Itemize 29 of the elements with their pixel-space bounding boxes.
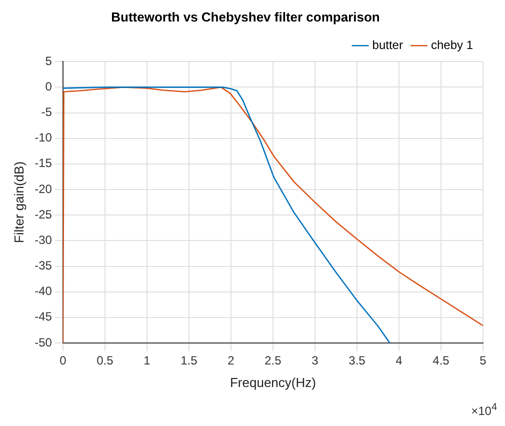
legend-label: cheby 1 xyxy=(430,38,474,52)
x-tick-label: 2.5 xyxy=(264,354,282,368)
x-axis-title: Frequency(Hz) xyxy=(230,374,316,390)
x-tick-label: 4 xyxy=(396,354,403,368)
x-tick-label: 0.5 xyxy=(96,354,114,368)
y-tick-label: -45 xyxy=(34,310,52,324)
y-tick-label: -20 xyxy=(34,182,52,196)
x-tick-label: 3 xyxy=(312,354,319,368)
y-tick-label: -40 xyxy=(34,284,52,298)
y-tick-label: 0 xyxy=(45,79,52,94)
x-tick-label: 1 xyxy=(144,354,151,368)
x-tick-label: 0 xyxy=(60,354,67,368)
y-tick-label: -10 xyxy=(34,130,52,145)
text: ×10$^{4}$ xyxy=(471,402,497,418)
legend-label: butter xyxy=(372,38,403,52)
y-tick-label: -15 xyxy=(34,156,52,170)
x-tick-label: 3.5 xyxy=(348,354,366,368)
x-tick-label: 5 xyxy=(480,354,487,368)
x-tick-label: 2 xyxy=(228,354,235,368)
y-tick-label: -25 xyxy=(34,207,52,222)
y-tick-label: 5 xyxy=(45,54,52,68)
x-tick-label: 1.5 xyxy=(180,354,198,368)
y-tick-label: -5 xyxy=(41,105,52,120)
chart-title: Butteworth vs Chebyshev filter comparison xyxy=(111,9,380,24)
y-tick-label: -30 xyxy=(34,232,52,247)
y-axis-title: Filter gain(dB) xyxy=(11,161,26,244)
y-tick-label: -35 xyxy=(34,258,52,273)
x-tick-label: 4.5 xyxy=(432,354,450,368)
y-tick-label: -50 xyxy=(34,335,52,350)
